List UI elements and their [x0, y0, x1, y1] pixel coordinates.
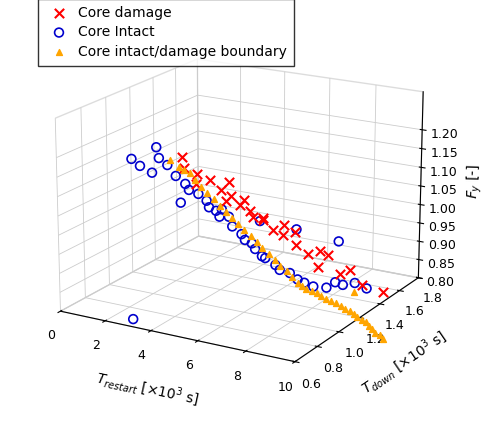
Y-axis label: $T_{down}$ [$\times10^3$ s]: $T_{down}$ [$\times10^3$ s]: [358, 326, 451, 399]
X-axis label: $T_{restart}$ [$\times10^3$ s]: $T_{restart}$ [$\times10^3$ s]: [94, 368, 201, 410]
Legend: Core damage, Core Intact, Core intact/damage boundary: Core damage, Core Intact, Core intact/da…: [38, 0, 294, 66]
